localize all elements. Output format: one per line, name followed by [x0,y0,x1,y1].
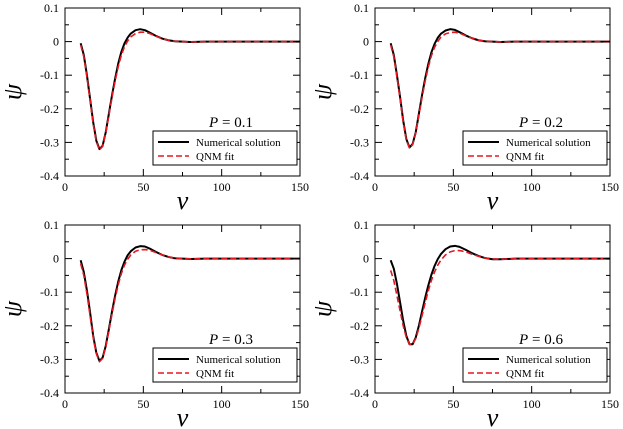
x-tick-label: 0 [372,397,378,411]
legend-entry: Numerical solution [196,354,281,366]
y-tick-label: 0.1 [44,1,59,15]
y-tick-label: -0.1 [350,68,369,82]
x-tick-label: 150 [601,180,619,194]
legend-box [462,347,608,383]
param-value: 0.1 [234,115,253,131]
param-symbol: P [208,115,218,131]
qnm-fit-line [389,31,610,149]
x-axis-label: v [177,186,189,215]
x-tick-label: 50 [137,397,149,411]
legend-entry: QNM fit [506,368,544,380]
qnm-fit-line [79,31,300,151]
y-tick-label: -0.3 [40,135,59,149]
x-tick-label: 50 [137,180,149,194]
param-equals: = [218,115,234,131]
legend-entry: Numerical solution [506,137,591,149]
param-equals: = [528,115,544,131]
param-value: 0.3 [234,332,253,348]
y-tick-label: -0.2 [40,319,59,333]
legend-box [152,347,298,383]
param-value: 0.6 [544,332,563,348]
x-axis-label: v [487,403,499,429]
y-tick-label: 0 [53,35,59,49]
x-axis-label: v [487,186,499,215]
parameter-annotation: P = 0.2 [518,115,563,131]
y-tick-label: -0.2 [40,102,59,116]
x-tick-label: 150 [291,397,309,411]
y-tick-label: -0.3 [40,352,59,366]
x-tick-label: 150 [601,397,619,411]
numerical-solution-line [79,245,300,363]
y-tick-label: -0.3 [350,135,369,149]
y-tick-label: 0 [53,252,59,266]
legend-box [462,130,608,166]
y-tick-label: -0.2 [350,319,369,333]
y-tick-label: -0.2 [350,102,369,116]
parameter-annotation: P = 0.1 [208,115,253,131]
y-tick-label: -0.3 [350,352,369,366]
param-symbol: P [518,332,528,348]
y-tick-label: -0.1 [350,285,369,299]
parameter-annotation: P = 0.6 [518,332,563,348]
y-tick-label: 0 [363,35,369,49]
y-axis-label: ψ [0,83,27,100]
y-axis-label: ψ [0,300,27,317]
y-tick-label: -0.4 [350,169,369,183]
param-equals: = [528,332,544,348]
panel-4: 0 50 100 150 0.1 0 -0.1 -0.2 -0.3 -0.4 v ψ Numerical… [308,218,619,429]
param-equals: = [218,332,234,348]
qnm-fit-line [79,248,300,363]
panel-2: 0 50 100 150 0.1 0 -0.1 -0.2 -0.3 -0.4 v ψ Numerical… [308,1,619,215]
x-tick-label: 0 [62,397,68,411]
legend: Numerical solution QNM fit [462,347,608,383]
y-tick-label: 0.1 [354,1,369,15]
y-tick-label: 0.1 [354,218,369,232]
y-tick-label: 0 [363,252,369,266]
y-tick-label: -0.4 [40,169,59,183]
legend-entry: QNM fit [196,368,234,380]
y-axis-label: ψ [308,83,337,100]
param-symbol: P [208,332,218,348]
x-tick-label: 100 [213,397,231,411]
legend-box [152,130,298,166]
legend: Numerical solution QNM fit [462,130,608,166]
x-tick-label: 50 [447,180,459,194]
y-tick-label: 0.1 [44,218,59,232]
param-symbol: P [518,115,528,131]
panel-1: 0 50 100 150 0.1 0 -0.1 -0.2 -0.3 -0.4 v ψ Numerical… [0,1,309,215]
numerical-solution-line [389,244,610,346]
x-tick-label: 0 [372,180,378,194]
x-axis-label: v [177,403,189,429]
legend-entry: Numerical solution [506,354,591,366]
y-axis-label: ψ [308,300,337,317]
x-tick-label: 0 [62,180,68,194]
legend: Numerical solution QNM fit [152,130,298,166]
x-tick-label: 150 [291,180,309,194]
parameter-annotation: P = 0.3 [208,332,253,348]
y-tick-label: -0.1 [40,285,59,299]
y-tick-label: -0.1 [40,68,59,82]
x-tick-label: 100 [213,180,231,194]
y-tick-label: -0.4 [40,386,59,400]
param-value: 0.2 [544,115,563,131]
legend-entry: QNM fit [506,151,544,163]
x-tick-label: 100 [523,397,541,411]
qnm-fit-line [389,249,610,346]
panel-3: 0 50 100 150 0.1 0 -0.1 -0.2 -0.3 -0.4 v ψ Numerical… [0,218,309,429]
y-tick-label: -0.4 [350,386,369,400]
legend: Numerical solution QNM fit [152,347,298,383]
legend-entry: Numerical solution [196,137,281,149]
x-tick-label: 50 [447,397,459,411]
x-tick-label: 100 [523,180,541,194]
legend-entry: QNM fit [196,151,234,163]
